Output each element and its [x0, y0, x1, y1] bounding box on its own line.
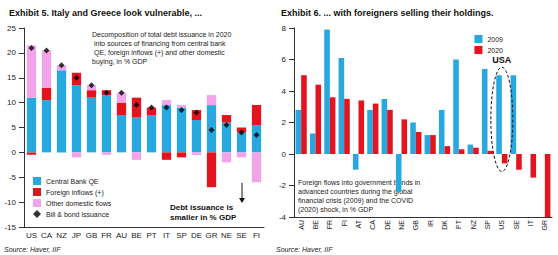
svg-text:Decomposition of total debt is: Decomposition of total debt issuance in … [92, 31, 231, 39]
svg-text:2: 2 [282, 118, 287, 127]
svg-text:GR: GR [541, 220, 548, 231]
svg-text:10: 10 [7, 98, 16, 107]
svg-text:CA: CA [41, 231, 53, 240]
svg-text:0: 0 [12, 148, 17, 157]
svg-text:FI: FI [341, 220, 348, 226]
svg-text:GB: GB [86, 231, 98, 240]
svg-text:Bill & bond issuance: Bill & bond issuance [46, 211, 109, 218]
svg-text:-10: -10 [4, 198, 16, 207]
svg-text:Foreign inflows (+): Foreign inflows (+) [46, 189, 104, 197]
svg-text:smaller in % GDP: smaller in % GDP [170, 213, 237, 222]
svg-text:(2020) shock, in % GDP: (2020) shock, in % GDP [298, 206, 373, 214]
svg-text:2020: 2020 [487, 47, 503, 54]
svg-text:NE: NE [221, 231, 232, 240]
svg-text:Debt issuance is: Debt issuance is [170, 203, 235, 212]
svg-text:BE: BE [131, 231, 142, 240]
svg-text:financial crisis (2009) and th: financial crisis (2009) and the COVID [298, 197, 415, 205]
svg-text:-5: -5 [9, 173, 17, 182]
svg-text:2009: 2009 [487, 36, 503, 43]
svg-text:8: 8 [282, 24, 287, 33]
svg-text:SP: SP [176, 231, 187, 240]
svg-text:FR: FR [326, 220, 333, 229]
svg-text:FR: FR [101, 231, 112, 240]
svg-text:DK: DK [441, 220, 448, 230]
svg-text:Other domestic flows: Other domestic flows [46, 200, 112, 207]
svg-text:DE: DE [384, 220, 391, 230]
svg-text:-4: -4 [279, 213, 287, 222]
svg-text:IT: IT [163, 231, 170, 240]
svg-text:IT: IT [527, 219, 534, 226]
svg-text:Exhibit 5. Italy and Greece lo: Exhibit 5. Italy and Greece look vulnera… [9, 8, 202, 18]
svg-text:AU: AU [298, 220, 305, 230]
svg-text:SP: SP [484, 220, 491, 230]
svg-text:GR: GR [206, 231, 218, 240]
svg-text:GB: GB [412, 220, 419, 230]
svg-text:buying, in % GDP: buying, in % GDP [92, 58, 148, 66]
svg-text:PT: PT [455, 219, 462, 229]
svg-text:USA: USA [492, 55, 512, 65]
svg-text:FI: FI [253, 231, 260, 240]
svg-text:5: 5 [12, 123, 17, 132]
svg-text:15: 15 [7, 73, 16, 82]
svg-text:NZ: NZ [56, 231, 67, 240]
svg-text:Foreign flows into government: Foreign flows into government bonds in [298, 179, 422, 187]
svg-text:JP: JP [72, 231, 81, 240]
svg-text:Source: Haver, IIF: Source: Haver, IIF [4, 246, 61, 253]
svg-text:Central Bank QE: Central Bank QE [46, 178, 99, 186]
svg-text:25: 25 [7, 24, 16, 33]
svg-text:US: US [498, 220, 505, 230]
svg-text:IR: IR [427, 220, 434, 227]
svg-text:DE: DE [191, 231, 202, 240]
svg-text:QE, foreign inflows (+) and ot: QE, foreign inflows (+) and other domest… [92, 49, 227, 57]
svg-text:AT: AT [355, 219, 362, 228]
svg-text:advanced countries during the: advanced countries during the global [298, 188, 415, 195]
svg-text:0: 0 [282, 150, 287, 159]
svg-text:Source: Haver, IIF: Source: Haver, IIF [276, 246, 333, 253]
svg-text:20: 20 [7, 48, 16, 57]
svg-text:-15: -15 [4, 223, 16, 232]
svg-text:Exhibit 6. ... with foreigners: Exhibit 6. ... with foreigners selling t… [281, 8, 494, 18]
svg-text:BE: BE [312, 220, 319, 230]
svg-text:CA: CA [369, 220, 376, 230]
svg-text:US: US [26, 231, 37, 240]
svg-text:NZ: NZ [470, 219, 477, 229]
svg-text:into sources of financing from: into sources of financing from central b… [92, 40, 226, 48]
svg-text:NE: NE [398, 220, 405, 230]
svg-text:6: 6 [282, 55, 287, 64]
svg-text:4: 4 [282, 87, 287, 96]
svg-text:AU: AU [116, 231, 127, 240]
svg-text:-2: -2 [279, 181, 287, 190]
svg-text:SE: SE [236, 231, 247, 240]
svg-text:SE: SE [513, 220, 520, 230]
svg-text:PT: PT [146, 231, 156, 240]
